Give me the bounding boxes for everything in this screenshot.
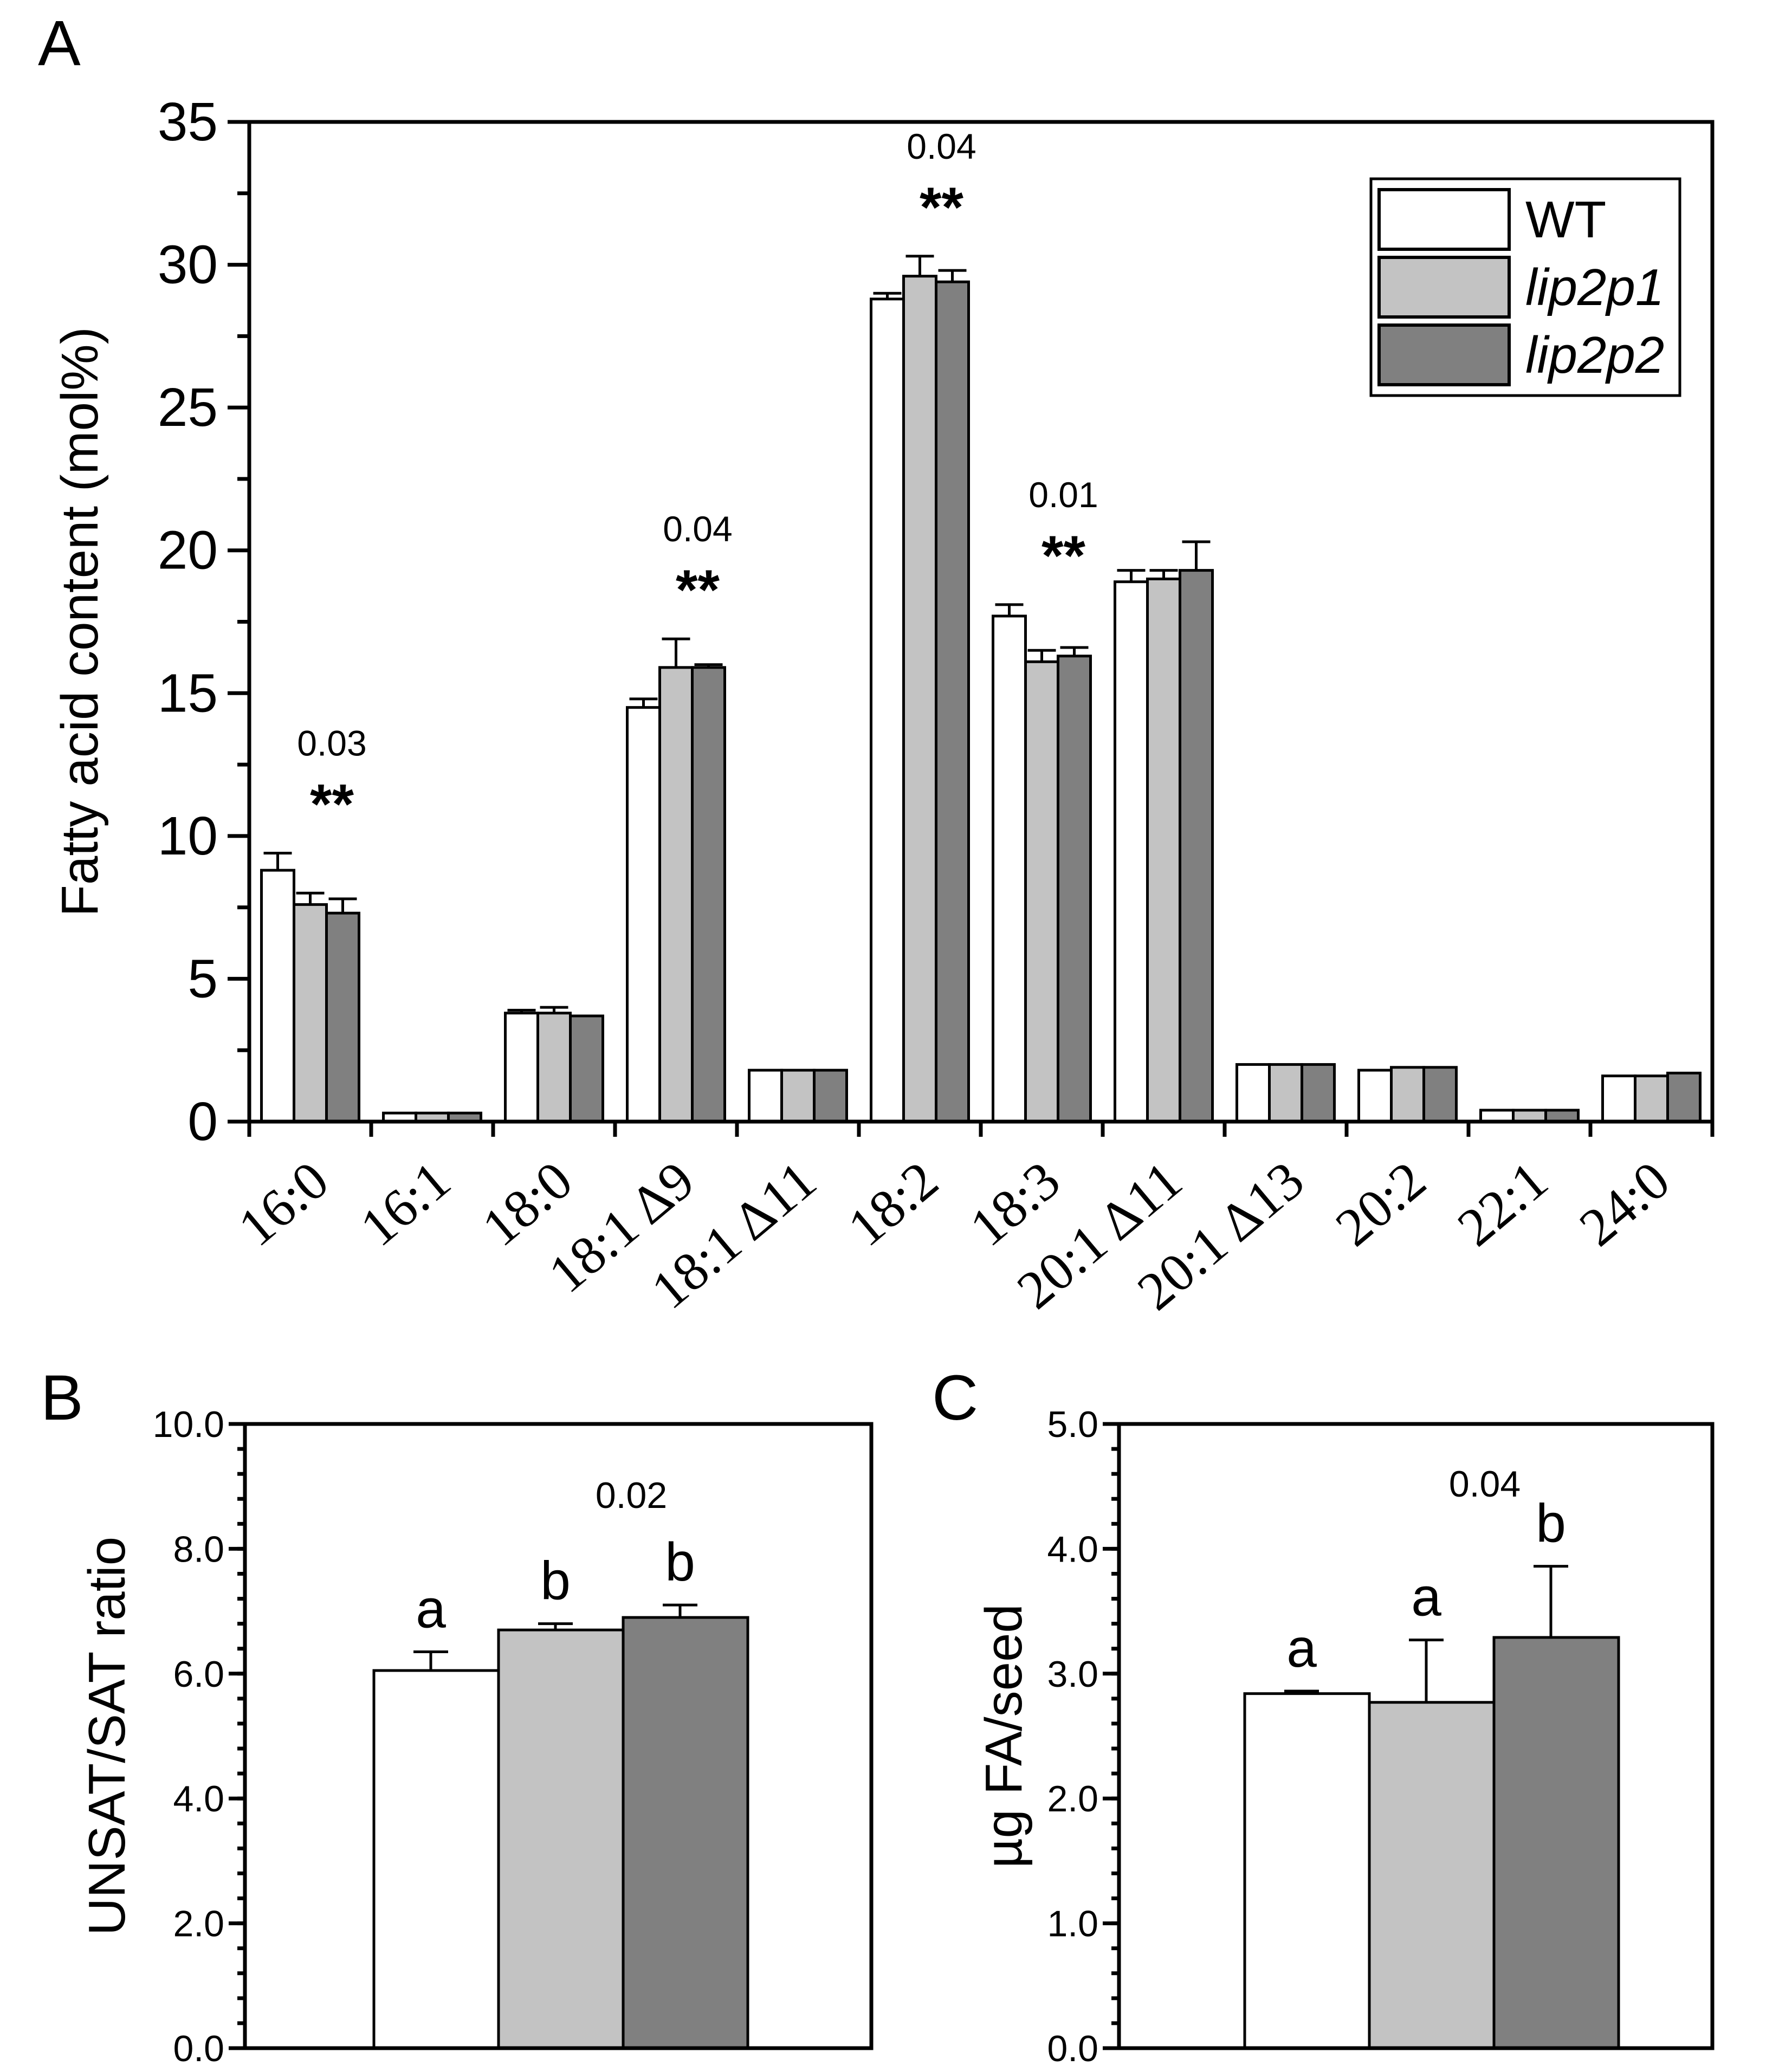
bar-lip2p2 <box>1492 1636 1620 2050</box>
y-tick-label: 20 <box>158 520 218 581</box>
bar-lip2p1-2 <box>536 1012 572 1123</box>
significance-stars: ** <box>676 559 720 621</box>
y-tick-label: 0.0 <box>173 2028 224 2069</box>
y-tick-label: 3.0 <box>1047 1654 1098 1695</box>
bar-lip2p2-4 <box>813 1069 848 1123</box>
p-value-label: 0.04 <box>1449 1464 1521 1505</box>
x-tick-label: 16:0 <box>227 1150 340 1258</box>
p-value-label: 0.03 <box>297 723 366 763</box>
bar-WT-6 <box>992 614 1027 1123</box>
panel-label-a: A <box>38 8 81 79</box>
significance-letter: a <box>416 1578 446 1639</box>
significance-letter: a <box>1411 1567 1441 1628</box>
y-tick-label: 5 <box>187 948 218 1009</box>
plot-frame <box>247 120 1715 1124</box>
bar-lip2p1-7 <box>1146 577 1181 1123</box>
bar-WT-9 <box>1357 1069 1393 1123</box>
legend-swatch-WT <box>1377 188 1511 251</box>
y-tick-label: 8.0 <box>173 1529 224 1570</box>
bar-lip2p1-0 <box>293 903 328 1123</box>
bar-lip2p1-8 <box>1268 1063 1303 1123</box>
x-tick-label: 22:1 <box>1446 1150 1559 1258</box>
significance-letter: a <box>1286 1618 1317 1679</box>
plot-frame <box>243 1422 874 2050</box>
significance-stars: ** <box>310 773 354 836</box>
y-tick-label: 15 <box>158 663 218 723</box>
y-tick-label: 4.0 <box>173 1778 224 1820</box>
y-tick-label: 1.0 <box>1047 1903 1098 1945</box>
x-tick-label: 18:2 <box>837 1150 949 1258</box>
bar-WT-4 <box>748 1069 783 1123</box>
panel-c-chart: 0.0 1.0 2.0 3.0 4.0 5.0 µg FA/seed a a b 0.04 <box>975 1404 1715 2069</box>
legend-label-WT: WT <box>1525 191 1606 249</box>
bar-lip2p1-9 <box>1390 1066 1425 1123</box>
bar-lip2p2-5 <box>935 280 970 1123</box>
y-axis-label: UNSAT/SAT ratio <box>78 1537 136 1935</box>
y-tick-label: 30 <box>158 235 218 295</box>
y-tick-label: 4.0 <box>1047 1529 1098 1570</box>
bar-lip2p2 <box>622 1616 749 2050</box>
bar-lip2p2-7 <box>1179 569 1214 1123</box>
significance-letter: b <box>665 1532 695 1592</box>
y-tick-label: 10.0 <box>153 1404 224 1445</box>
bar-WT-0 <box>260 869 295 1123</box>
legend-swatch-lip2p1 <box>1377 256 1511 319</box>
bar-lip2p1 <box>497 1628 625 2050</box>
bar-lip2p2-3 <box>691 666 726 1123</box>
y-tick-label: 0 <box>187 1091 218 1152</box>
significance-stars: ** <box>920 176 963 239</box>
bar-lip2p1-6 <box>1024 660 1059 1123</box>
bar-WT-7 <box>1114 580 1149 1123</box>
y-tick-label: 2.0 <box>173 1903 224 1945</box>
bar-lip2p1 <box>1368 1701 1496 2050</box>
x-tick-label: 24:0 <box>1568 1150 1681 1258</box>
bar-lip2p1-5 <box>902 275 937 1123</box>
bar-lip2p1-4 <box>780 1069 816 1123</box>
legend-label-lip2p1: lip2p1 <box>1525 258 1664 316</box>
x-tick-label: 16:1 <box>349 1150 462 1258</box>
p-value-label: 0.02 <box>596 1475 667 1516</box>
bar-lip2p2-2 <box>569 1014 604 1123</box>
significance-letter: b <box>1536 1493 1566 1554</box>
bar-lip2p2-0 <box>325 911 360 1123</box>
plot-frame <box>1117 1422 1715 2050</box>
significance-letter: b <box>540 1551 571 1611</box>
bar-lip2p2-11 <box>1666 1071 1702 1123</box>
bar-lip2p2-9 <box>1422 1066 1458 1123</box>
panel-a-chart: 0 5 10 15 20 25 30 35 Fatty acid content (mol%) 1… <box>51 92 1715 1322</box>
y-tick-label: 6.0 <box>173 1654 224 1695</box>
y-axis-label: µg FA/seed <box>975 1604 1033 1868</box>
bar-WT-11 <box>1601 1074 1636 1123</box>
legend-label-lip2p2: lip2p2 <box>1525 326 1664 384</box>
bar-WT <box>372 1669 500 2050</box>
bar-lip2p1-3 <box>658 666 694 1123</box>
y-tick-label: 0.0 <box>1047 2028 1098 2069</box>
x-tick-label: 20:2 <box>1324 1150 1437 1258</box>
significance-stars: ** <box>1042 525 1085 587</box>
bar-WT <box>1243 1692 1371 2050</box>
panel-label-c: C <box>932 1362 978 1434</box>
y-tick-label: 10 <box>158 806 218 866</box>
bar-lip2p2-8 <box>1301 1063 1336 1123</box>
p-value-label: 0.04 <box>907 126 976 166</box>
y-tick-label: 5.0 <box>1047 1404 1098 1445</box>
legend-swatch-lip2p2 <box>1377 323 1511 386</box>
p-value-label: 0.04 <box>663 509 732 549</box>
bar-WT-2 <box>504 1012 539 1123</box>
bar-lip2p1-11 <box>1634 1074 1669 1123</box>
panel-b-chart: 0.0 2.0 4.0 6.0 8.0 10.0 UNSAT/SAT ratio a b b 0.0… <box>78 1404 874 2069</box>
bar-WT-3 <box>626 706 661 1123</box>
y-axis-label: Fatty acid content (mol%) <box>51 327 109 916</box>
y-tick-label: 25 <box>158 377 218 438</box>
bar-WT-8 <box>1235 1063 1271 1123</box>
p-value-label: 0.01 <box>1028 475 1098 515</box>
y-tick-label: 2.0 <box>1047 1778 1098 1820</box>
panel-label-b: B <box>41 1362 83 1434</box>
y-tick-label: 35 <box>158 92 218 152</box>
bar-lip2p2-6 <box>1057 655 1092 1123</box>
bar-WT-5 <box>870 297 905 1123</box>
